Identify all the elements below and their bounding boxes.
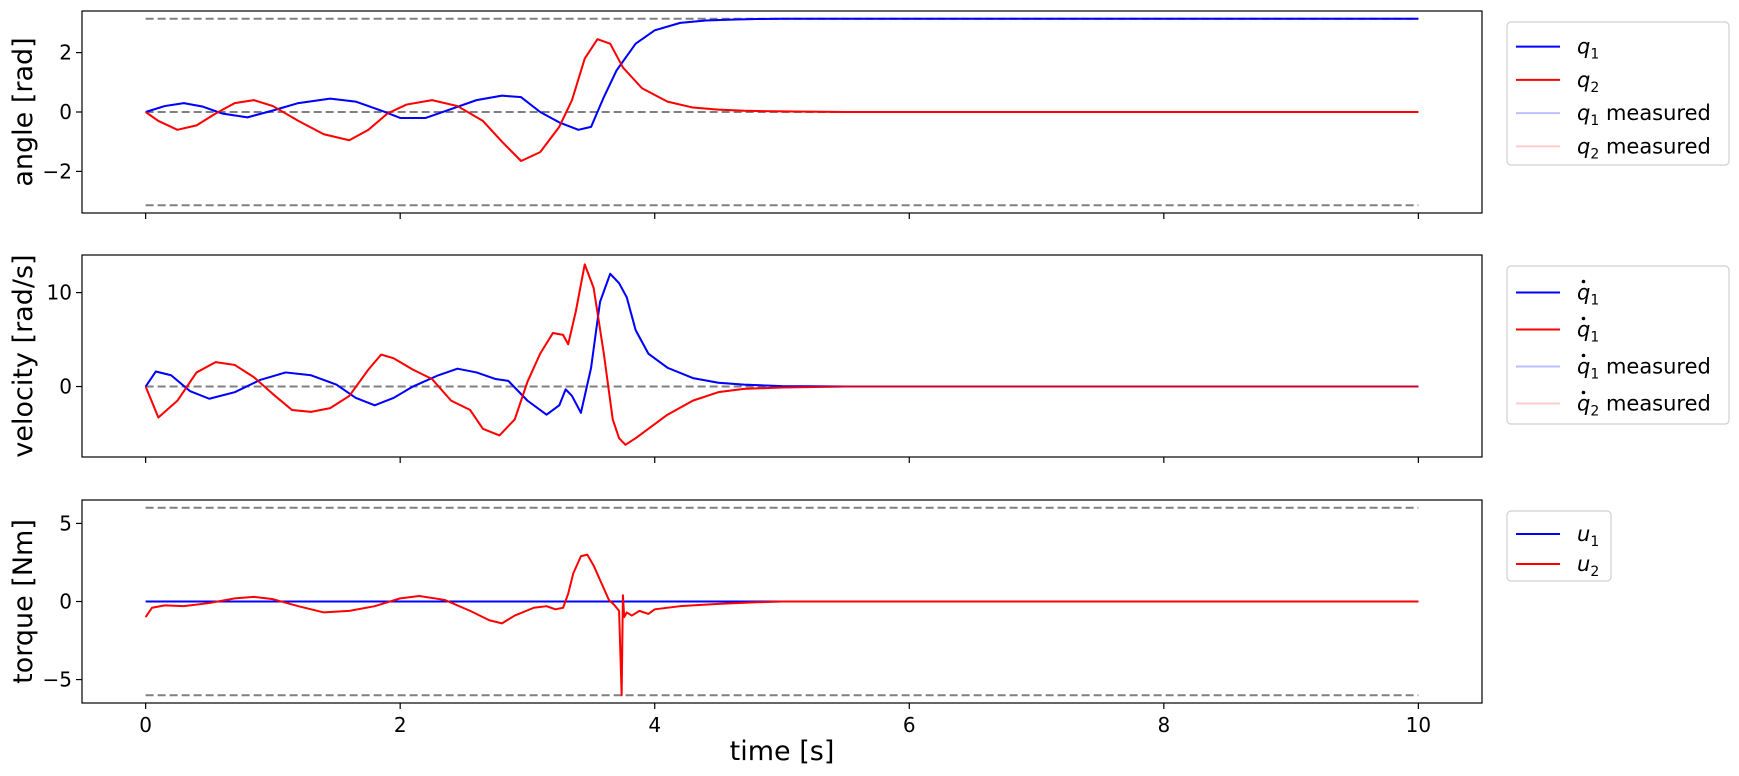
- y-tick-label: 5: [59, 511, 72, 535]
- legend-entry: q1 measured: [1577, 101, 1711, 129]
- x-axis-label: time [s]: [730, 736, 835, 767]
- legend-entry: q2 measured: [1577, 392, 1711, 420]
- series-line-u2-1: [144, 553, 1419, 697]
- x-tick-label: 8: [1157, 713, 1170, 737]
- series-line-q1-measured-2: [145, 17, 1419, 131]
- legend-entry: u1: [1577, 522, 1599, 550]
- legend-entry: q1: [1577, 35, 1599, 63]
- legend-entry: q1 measured: [1577, 355, 1711, 383]
- series-line-q2-measured-3: [145, 38, 1419, 163]
- y-tick-label: −5: [43, 668, 72, 692]
- series-line-q1-1: [144, 263, 1419, 446]
- legend-dot-accent: [1581, 316, 1586, 321]
- legend-box: [1506, 21, 1730, 166]
- y-tick-label: 2: [59, 41, 72, 65]
- legend-dot-accent: [1581, 353, 1586, 358]
- y-axis-label: torque [Nm]: [8, 519, 39, 684]
- x-tick-label: 0: [139, 713, 152, 737]
- x-tick-label: 6: [903, 713, 916, 737]
- x-tick-label: 4: [648, 713, 661, 737]
- y-tick-label: 0: [59, 100, 72, 124]
- legend-entry: q2: [1577, 68, 1599, 96]
- x-tick-label: 2: [394, 713, 407, 737]
- legend-entry: q1: [1577, 281, 1599, 309]
- y-axis-label: velocity [rad/s]: [8, 254, 39, 457]
- series-line-q1-measured-2: [144, 272, 1419, 416]
- legend-entry: q1: [1577, 318, 1599, 346]
- legend-entry: u2: [1577, 552, 1599, 580]
- panel-angle: −2 0 2 angle [rad] q1 q2 q1 measured q2 measure…: [8, 10, 1730, 219]
- y-tick-label: 0: [59, 375, 72, 399]
- legend-entry: q2 measured: [1577, 134, 1711, 162]
- series-line-q2-1: [145, 38, 1419, 163]
- axes-frame: [81, 254, 1483, 458]
- legend: q1 q2 q1 measured q2 measured: [1506, 21, 1730, 166]
- y-tick-label: −2: [43, 159, 72, 183]
- legend-dot-accent: [1581, 390, 1586, 395]
- y-tick-label: 0: [59, 590, 72, 614]
- legend: q1 q1 q1 measured q2 measured: [1506, 265, 1730, 425]
- series-line-q1-0: [144, 272, 1419, 416]
- x-tick-label: 10: [1406, 713, 1431, 737]
- legend-box: [1506, 265, 1730, 425]
- panel-velocity: 0 10 velocity [rad/s] q1 q1 q1 measured q2 mea…: [8, 254, 1730, 463]
- series-line-q2-measured-3: [144, 263, 1419, 446]
- series-line-q1-0: [145, 17, 1419, 131]
- y-tick-label: 10: [47, 281, 72, 305]
- legend-dot-accent: [1581, 279, 1586, 284]
- y-axis-label: angle [rad]: [8, 37, 39, 186]
